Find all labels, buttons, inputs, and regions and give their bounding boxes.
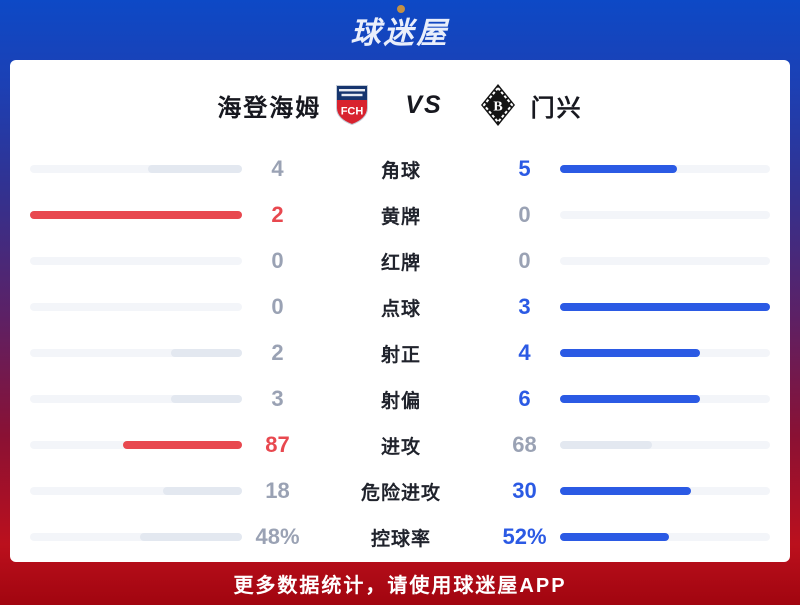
- fch-badge-text: FCH: [341, 106, 364, 118]
- home-stat-value: 2: [271, 340, 284, 365]
- stats-table: 4 角球 5 2 黄牌 0 0 红牌 0 0 点球 3: [10, 144, 790, 560]
- stat-label: 控球率: [370, 528, 431, 550]
- away-stat-value: 52%: [502, 524, 547, 549]
- stat-label: 黄牌: [380, 206, 421, 228]
- home-stat-value: 2: [271, 202, 284, 227]
- home-stat-bar: [30, 533, 242, 541]
- away-stat-value: 30: [512, 478, 537, 503]
- stat-label: 危险进攻: [360, 482, 441, 504]
- home-stat-bar-fill: [171, 349, 242, 357]
- footer-text: 更多数据统计，请使用球迷屋APP: [233, 575, 567, 597]
- stat-row: 3 射偏 6: [30, 376, 770, 422]
- home-stat-value: 48%: [255, 524, 300, 549]
- stat-row: 48% 控球率 52%: [30, 514, 770, 560]
- away-team-badge: B: [479, 83, 517, 127]
- home-stat-bar: [30, 211, 242, 219]
- logo-accent-dot: [396, 5, 405, 13]
- stat-row: 4 角球 5: [30, 146, 770, 192]
- logo-text: 球迷屋: [350, 17, 450, 50]
- stat-row: 87 进攻 68: [30, 422, 770, 468]
- home-stat-bar: [30, 165, 242, 173]
- away-stat-bar: [560, 349, 770, 357]
- stat-label: 点球: [380, 298, 421, 320]
- gladbach-diamond-icon: B: [480, 84, 515, 126]
- home-stat-value: 87: [265, 432, 290, 457]
- match-header: 海登海姆 FCH VS: [10, 60, 790, 144]
- away-stat-value: 4: [518, 340, 531, 365]
- fch-shield-icon: FCH: [336, 85, 369, 125]
- away-stat-bar: [560, 395, 770, 403]
- away-stat-bar-fill: [560, 441, 653, 449]
- away-stat-value: 68: [512, 432, 537, 457]
- away-stat-bar: [560, 441, 770, 449]
- home-stat-bar-fill: [30, 211, 242, 219]
- away-stat-bar: [560, 257, 770, 265]
- home-stat-bar-fill: [162, 487, 242, 495]
- away-stat-bar: [560, 533, 770, 541]
- stat-label: 进攻: [380, 436, 421, 458]
- home-stat-bar-fill: [147, 165, 242, 173]
- away-stat-bar: [560, 487, 770, 495]
- away-stat-bar-fill: [560, 395, 700, 403]
- brand-logo: 球迷屋: [350, 5, 450, 52]
- home-stat-value: 4: [271, 156, 284, 181]
- stat-row: 2 射正 4: [30, 330, 770, 376]
- away-stat-value: 0: [518, 202, 531, 227]
- home-stat-bar: [30, 349, 242, 357]
- home-stat-value: 0: [271, 248, 284, 273]
- away-stat-bar-fill: [560, 487, 692, 495]
- stat-row: 0 红牌 0: [30, 238, 770, 284]
- away-stat-value: 3: [518, 294, 531, 319]
- away-stat-bar-fill: [560, 533, 670, 541]
- home-stat-bar-fill: [171, 395, 242, 403]
- home-stat-bar: [30, 487, 242, 495]
- home-stat-value: 18: [265, 478, 290, 503]
- vs-label: VS: [405, 90, 443, 119]
- home-team-badge: FCH: [335, 85, 369, 125]
- away-stat-value: 0: [518, 248, 531, 273]
- stat-row: 0 点球 3: [30, 284, 770, 330]
- home-stat-bar: [30, 303, 242, 311]
- home-stat-bar: [30, 395, 242, 403]
- gladbach-badge-letter: B: [493, 100, 502, 115]
- stat-row: 2 黄牌 0: [30, 192, 770, 238]
- home-team-name: 海登海姆: [217, 94, 322, 122]
- away-stat-value: 6: [518, 386, 531, 411]
- stat-label: 射偏: [380, 390, 421, 412]
- brand-header: 球迷屋: [0, 0, 800, 60]
- away-stat-value: 5: [518, 156, 531, 181]
- footer-banner: 更多数据统计，请使用球迷屋APP: [0, 562, 800, 605]
- home-stat-value: 0: [271, 294, 284, 319]
- away-team-name: 门兴: [530, 94, 583, 122]
- home-stat-bar-fill: [140, 533, 242, 541]
- home-stat-bar-fill: [123, 441, 242, 449]
- away-stat-bar-fill: [560, 303, 770, 311]
- away-stat-bar-fill: [560, 349, 700, 357]
- home-stat-value: 3: [271, 386, 284, 411]
- stat-label: 角球: [380, 160, 421, 182]
- away-stat-bar: [560, 165, 770, 173]
- stat-row: 18 危险进攻 30: [30, 468, 770, 514]
- stats-card: 海登海姆 FCH VS: [10, 60, 790, 562]
- stat-label: 红牌: [380, 252, 421, 274]
- home-stat-bar: [30, 441, 242, 449]
- stat-label: 射正: [380, 344, 421, 366]
- away-stat-bar: [560, 303, 770, 311]
- away-stat-bar: [560, 211, 770, 219]
- home-stat-bar: [30, 257, 242, 265]
- away-stat-bar-fill: [560, 165, 677, 173]
